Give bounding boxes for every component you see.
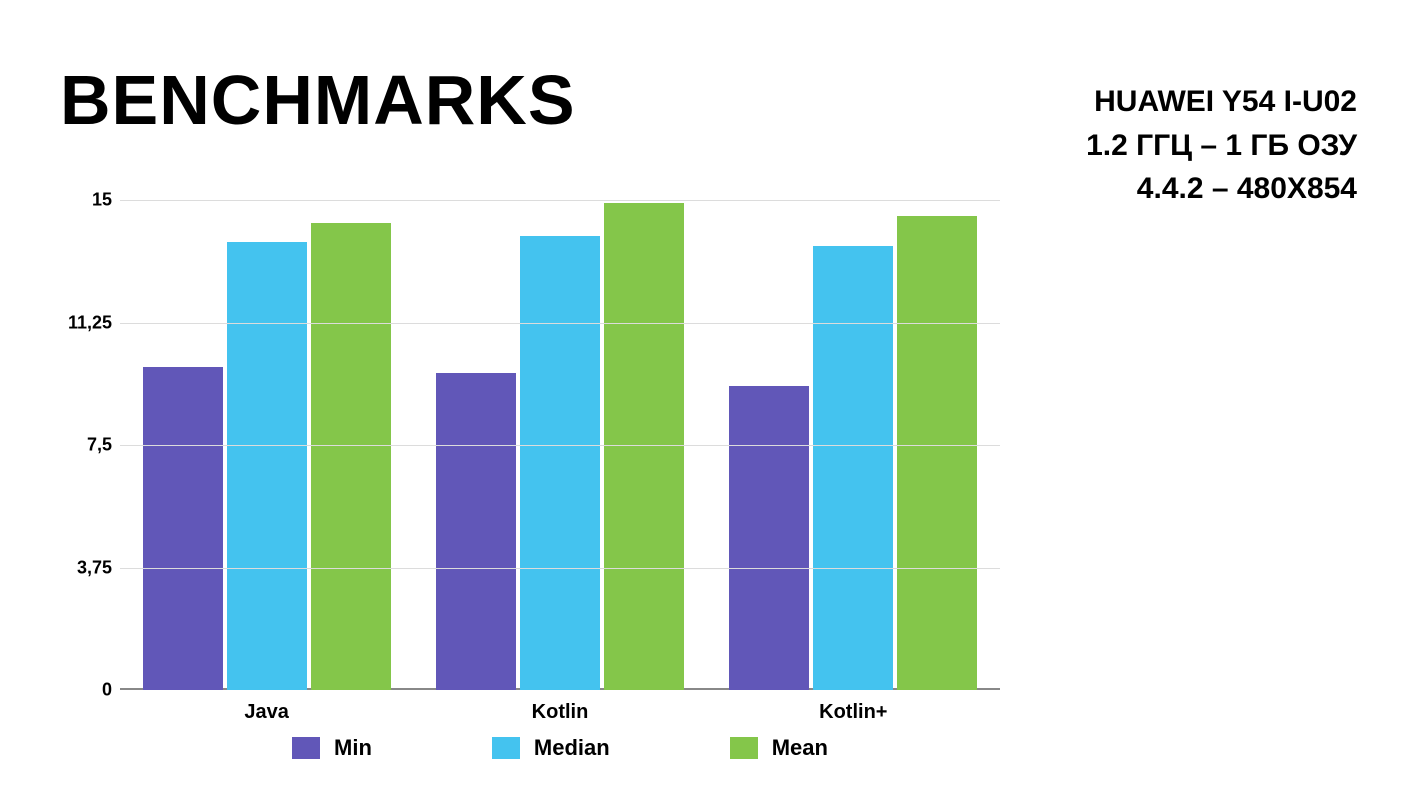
device-line-1: HUAWEI Y54 I-U02: [1086, 80, 1357, 124]
page: BENCHMARKS HUAWEI Y54 I-U02 1.2 ГГЦ – 1 …: [0, 0, 1427, 803]
bar-mean: [897, 216, 977, 690]
bar-min: [729, 386, 809, 690]
legend-label: Mean: [772, 735, 828, 761]
bar-median: [227, 242, 307, 690]
device-line-3: 4.4.2 – 480X854: [1086, 167, 1357, 211]
y-tick-label: 0: [52, 680, 112, 701]
bar-min: [436, 373, 516, 690]
legend-swatch: [492, 737, 520, 759]
category-label: Java: [120, 701, 413, 724]
legend-item-mean: Mean: [730, 735, 828, 761]
legend-label: Median: [534, 735, 610, 761]
bar-median: [520, 236, 600, 690]
category-label: Kotlin: [413, 701, 706, 724]
category-label: Kotlin+: [707, 701, 1000, 724]
y-tick-label: 15: [52, 190, 112, 211]
gridline: [120, 445, 1000, 446]
legend: Min Median Mean: [120, 735, 1000, 761]
gridline: [120, 323, 1000, 324]
bar-mean: [604, 203, 684, 690]
y-tick-label: 7,5: [52, 435, 112, 456]
y-tick-label: 11,25: [52, 312, 112, 333]
bar-mean: [311, 223, 391, 690]
legend-swatch: [730, 737, 758, 759]
device-info: HUAWEI Y54 I-U02 1.2 ГГЦ – 1 ГБ ОЗУ 4.4.…: [1086, 80, 1357, 211]
device-line-2: 1.2 ГГЦ – 1 ГБ ОЗУ: [1086, 124, 1357, 168]
legend-item-min: Min: [292, 735, 372, 761]
bar-min: [143, 367, 223, 690]
legend-swatch: [292, 737, 320, 759]
y-tick-label: 3,75: [52, 557, 112, 578]
gridline: [120, 200, 1000, 201]
page-title: BENCHMARKS: [60, 60, 576, 140]
bar-median: [813, 246, 893, 690]
plot-area: JavaKotlinKotlin+ 03,757,511,2515: [120, 200, 1000, 690]
legend-item-median: Median: [492, 735, 610, 761]
benchmark-chart: JavaKotlinKotlin+ 03,757,511,2515 Min Med…: [40, 200, 1000, 770]
gridline: [120, 568, 1000, 569]
legend-label: Min: [334, 735, 372, 761]
